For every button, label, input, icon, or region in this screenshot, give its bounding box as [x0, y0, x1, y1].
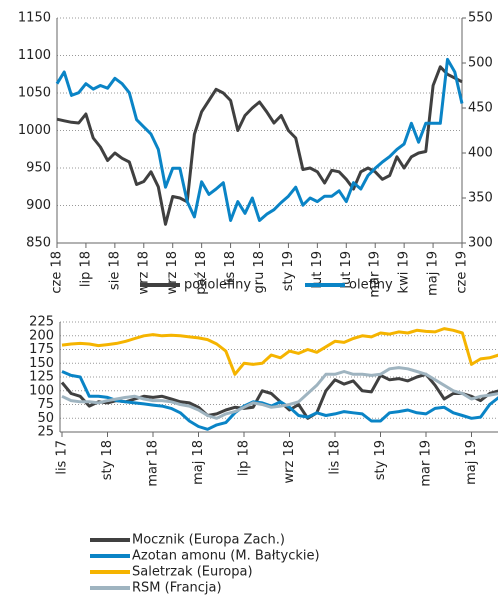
y-tick-label: 50 [37, 411, 54, 426]
y2-tick-label: 350 [468, 191, 493, 206]
x-tick-label: mar 19 [419, 440, 434, 487]
y2-tick-label: 500 [468, 56, 493, 71]
y-tick-label: 125 [29, 370, 54, 385]
line [56, 65, 463, 226]
x-tick-label: maj 19 [464, 440, 479, 485]
y-tick-label: 1100 [18, 48, 51, 63]
x-tick-label: lis 18 [223, 251, 238, 286]
x-tick-label: cze 19 [455, 251, 470, 294]
x-tick-label: wrz 18 [165, 251, 180, 294]
y-tick-label: 25 [37, 425, 54, 440]
x-tick-label: sty 19 [281, 251, 296, 291]
x-tick-label: cze 18 [50, 251, 65, 294]
x-tick-label: lut 19 [339, 251, 354, 289]
y-tick-label: 1150 [18, 11, 51, 26]
x-tick-label: lis 18 [328, 440, 343, 475]
line [55, 57, 464, 222]
y-tick-label: 850 [26, 236, 51, 251]
x-tick-label: mar 18 [146, 440, 161, 487]
x-tick-label: kwi 19 [397, 251, 412, 293]
y2-tick-label: 300 [468, 236, 493, 251]
y2-tick-label: 400 [468, 146, 493, 161]
y-tick-label: 1050 [18, 86, 51, 101]
y-tick-label: 100 [29, 383, 54, 398]
x-tick-label: wrz 18 [282, 440, 297, 483]
legend-label: Mocznik (Europa Zach.) [132, 533, 285, 548]
legend-label: poliolefiny [184, 278, 251, 293]
x-tick-label: paź 18 [194, 251, 209, 295]
x-tick-label: sty 18 [100, 440, 115, 480]
x-tick-label: lip 18 [237, 440, 252, 476]
legend-label: olefiny [349, 278, 393, 293]
x-tick-label: maj 18 [191, 440, 206, 485]
x-tick-label: wrz 18 [136, 251, 151, 294]
x-tick-label: lis 17 [55, 440, 70, 475]
y2-tick-label: 450 [468, 101, 493, 116]
legend-label: RSM (Francja) [132, 581, 222, 596]
y-tick-label: 200 [29, 328, 54, 343]
legend-label: Saletrzak (Europa) [132, 565, 253, 580]
x-tick-label: lip 18 [78, 251, 93, 287]
x-tick-label: sie 18 [107, 251, 122, 290]
y-tick-label: 225 [29, 315, 54, 330]
line [61, 327, 498, 376]
x-tick-label: mar 19 [368, 251, 383, 298]
x-tick-label: sty 19 [373, 440, 388, 480]
legend-label: Azotan amonu (M. Bałtyckie) [132, 549, 320, 564]
x-tick-label: gru 18 [252, 251, 267, 294]
y-tick-label: 150 [29, 356, 54, 371]
x-tick-label: lut 19 [310, 251, 325, 289]
y-tick-label: 900 [26, 198, 51, 213]
x-tick-label: maj 19 [426, 251, 441, 296]
y-tick-label: 175 [29, 342, 54, 357]
y-tick-label: 1000 [18, 123, 51, 138]
y2-tick-label: 550 [468, 11, 493, 26]
y-tick-label: 75 [37, 397, 54, 412]
y-tick-label: 950 [26, 161, 51, 176]
line [61, 366, 498, 420]
